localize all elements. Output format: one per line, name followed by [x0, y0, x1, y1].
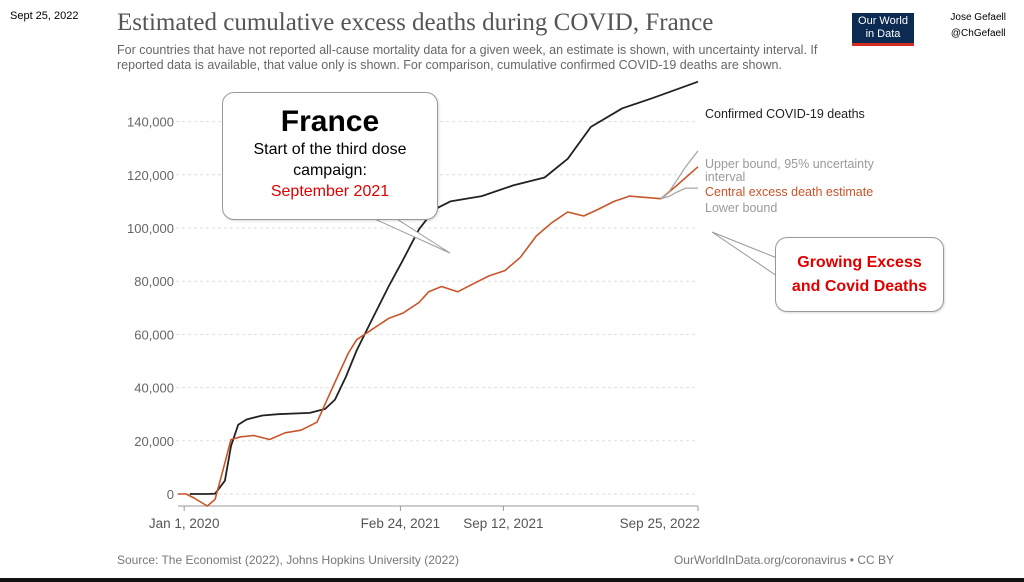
- credit-link[interactable]: OurWorldInData.org/coronavirus • CC BY: [673, 553, 894, 567]
- y-tick-label: 0: [167, 487, 174, 502]
- legend-label-confirmed: Confirmed COVID-19 deaths: [705, 107, 865, 121]
- callout-third-dose: France Start of the third dose campaign:…: [222, 92, 438, 220]
- author-handle: @ChGefaell: [950, 28, 1006, 39]
- callout-growing-line-2: and Covid Deaths: [791, 278, 928, 295]
- legend-label-central: Central excess death estimate: [705, 185, 873, 199]
- callout-line-1: Start of the third dose: [253, 141, 407, 158]
- chart-subtitle: For countries that have not reported all…: [117, 43, 818, 72]
- series-line-central: [178, 166, 699, 507]
- callout-heading: France: [280, 105, 380, 138]
- series-line-upper: [660, 150, 699, 200]
- y-tick-label: 40,000: [134, 381, 174, 396]
- series-layer: [178, 80, 699, 507]
- y-tick-label: 80,000: [134, 274, 174, 289]
- x-tick-label: Jan 1, 2020: [149, 516, 220, 531]
- legend-label-upper: interval: [705, 170, 745, 184]
- legend-label-upper: Upper bound, 95% uncertainty: [705, 157, 875, 171]
- bottom-bar: [0, 578, 1024, 582]
- owid-logo[interactable]: Our World in Data: [852, 13, 914, 46]
- corner-date: Sept 25, 2022: [10, 10, 79, 22]
- x-tick-label: Sep 12, 2021: [463, 516, 543, 531]
- x-tick-label: Sep 25, 2022: [620, 516, 700, 531]
- callout-growing-deaths: Growing Excess and Covid Deaths: [775, 237, 944, 312]
- y-tick-label: 120,000: [127, 168, 174, 183]
- source-note: Source: The Economist (2022), Johns Hopk…: [117, 553, 459, 567]
- pointer-layer: [367, 215, 778, 277]
- author-name: Jose Gefaell: [950, 12, 1006, 23]
- series-line-lower: [660, 187, 698, 200]
- y-tick-label: 20,000: [134, 434, 174, 449]
- logo-line1: Our World: [858, 15, 908, 27]
- y-tick-label: 100,000: [127, 221, 174, 236]
- callout-line-2: campaign:: [293, 162, 367, 179]
- callout-growing-line-1: Growing Excess: [797, 254, 922, 271]
- x-tick-label: Feb 24, 2021: [361, 516, 441, 531]
- axis-layer: 0 20,000 40,000 60,000 80,000 100,000 120,000 1…: [127, 115, 700, 531]
- y-tick-label: 60,000: [134, 327, 174, 342]
- legend-layer: Confirmed COVID-19 deaths Upper bound, 95…: [705, 107, 875, 215]
- legend-label-lower: Lower bound: [705, 201, 777, 215]
- y-tick-label: 140,000: [127, 115, 174, 130]
- callout-pointer-growing: [711, 231, 778, 277]
- chart-title: Estimated cumulative excess deaths durin…: [117, 9, 714, 36]
- author-credit: Jose Gefaell @ChGefaell: [950, 10, 1006, 42]
- callout-highlight: September 2021: [270, 183, 390, 200]
- logo-line2: in Data: [865, 28, 901, 40]
